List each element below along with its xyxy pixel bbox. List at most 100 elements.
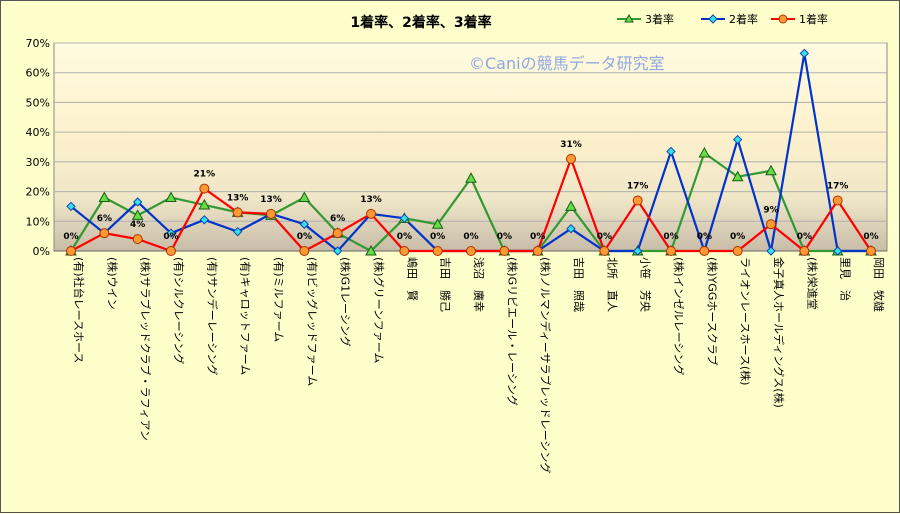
series-lines (65, 48, 877, 256)
data-label: 0% (163, 232, 178, 242)
point-2nd (766, 246, 776, 256)
x-category-label: 岡田 牧雄 (872, 257, 886, 312)
point-1st (266, 208, 276, 219)
point-2nd (199, 215, 210, 225)
point-1st (332, 228, 343, 239)
point-1st (299, 246, 310, 256)
data-label: 0% (497, 232, 512, 242)
legend-label: 3着率 (645, 12, 674, 26)
point-1st (799, 246, 810, 256)
data-label: 0% (397, 232, 412, 242)
x-category-label: (株)栄進堂 (805, 257, 819, 310)
point-2nd (232, 226, 243, 237)
plot-area (53, 42, 888, 252)
legend-label: 1着率 (799, 12, 828, 26)
data-label: 9% (763, 205, 778, 215)
point-1st (499, 246, 510, 256)
point-2nd (832, 246, 843, 256)
x-category-label: (株)YGGホースクラブ (705, 257, 719, 366)
data-label: 0% (597, 232, 612, 242)
point-3rd (365, 244, 377, 256)
point-3rd (765, 164, 777, 176)
data-label: 13% (360, 195, 382, 205)
point-1st (866, 246, 876, 256)
data-label: 21% (194, 170, 216, 180)
point-1st (532, 246, 543, 256)
data-label: 6% (330, 214, 345, 224)
chart-title: 1着率、2着率、3着率 (350, 14, 491, 31)
x-category-label: 小笹 芳央 (639, 257, 653, 312)
data-label: 17% (627, 181, 649, 191)
x-category-label: (有)シルクレーシング (172, 257, 186, 364)
data-label: 0% (697, 232, 712, 242)
x-category-label: 吉田 照哉 (572, 257, 586, 312)
point-2nd (299, 219, 310, 229)
point-2nd (732, 134, 743, 145)
data-label: 0% (463, 232, 478, 242)
data-label: 0% (663, 232, 678, 242)
x-category-label: 里見 治 (839, 257, 853, 301)
watermark: ©Caniの競馬データ研究室 (469, 54, 665, 73)
x-category-label: (株)ノルマンディーサラブレッドレーシング (539, 257, 553, 473)
data-labels: 0% 6% 4% 0% 21% 13% 13% 0% 6% 13% 0% 0% 0% 0% 0% 31% 0% 1… (63, 140, 878, 242)
x-category-label: (株)グリーンファーム (372, 257, 386, 363)
y-tick-label: 20% (26, 186, 50, 199)
point-3rd (465, 172, 477, 183)
legend: 3着率 2着率 1着率 (617, 12, 828, 26)
x-category-label: (株)インゼルレーシング (672, 257, 686, 375)
x-category-label: 北所 直人 (605, 257, 619, 312)
point-1st (599, 246, 610, 256)
point-3rd (698, 146, 711, 158)
point-2nd (666, 146, 676, 157)
data-label: 0% (863, 232, 878, 242)
x-category-label: (有)ミルファーム (272, 257, 286, 342)
y-tick-label: 50% (26, 96, 50, 109)
point-2nd (66, 201, 76, 212)
legend-label: 2着率 (729, 12, 758, 26)
point-1st (466, 246, 476, 256)
point-2nd (799, 48, 810, 59)
x-axis-categories: (有)社台レースホース (株)ウイン (株)サラブレッドクラブ・ラフィアン (有)シル… (72, 257, 886, 473)
point-2nd (166, 228, 176, 238)
x-category-label: (株)Gリビエール・レーシング (505, 257, 519, 406)
y-tick-label: 60% (26, 67, 50, 80)
point-1st (432, 246, 443, 256)
point-3rd (165, 191, 177, 203)
point-1st (166, 246, 176, 256)
point-3rd (731, 170, 744, 182)
point-1st (566, 153, 576, 164)
point-2nd (399, 213, 410, 224)
y-tick-label: 70% (26, 37, 50, 50)
point-1st (232, 207, 243, 218)
point-2nd (632, 246, 643, 256)
point-3rd (298, 191, 311, 203)
data-label: 13% (260, 195, 282, 205)
x-category-label: (株)G1レーシング (339, 257, 353, 347)
data-label: 13% (227, 193, 249, 203)
grid-lines (54, 42, 887, 252)
x-category-label: 吉田 勝己 (439, 257, 453, 312)
point-3rd (98, 191, 111, 203)
legend-marker (708, 14, 718, 24)
point-1st (766, 219, 776, 230)
point-2nd (332, 246, 343, 256)
y-tick-label: 10% (26, 215, 50, 228)
data-label: 17% (827, 181, 849, 191)
data-label: 31% (560, 140, 582, 150)
data-label: 0% (63, 232, 78, 242)
point-1st (132, 234, 143, 245)
y-tick-label: 0% (33, 245, 50, 258)
y-axis-ticks: 0% 10% 20% 30% 40% 50% 60% 70% (26, 37, 50, 258)
x-category-label: (有)ビッグレッドファーム (305, 257, 319, 386)
x-category-label: 浅沼 廣幸 (472, 257, 486, 312)
point-1st (399, 246, 410, 256)
point-1st (666, 246, 676, 256)
point-3rd (431, 218, 444, 229)
data-label: 0% (530, 232, 545, 242)
data-label: 0% (730, 232, 745, 242)
point-2nd (132, 197, 143, 207)
point-1st (199, 183, 210, 194)
point-2nd (566, 224, 576, 234)
